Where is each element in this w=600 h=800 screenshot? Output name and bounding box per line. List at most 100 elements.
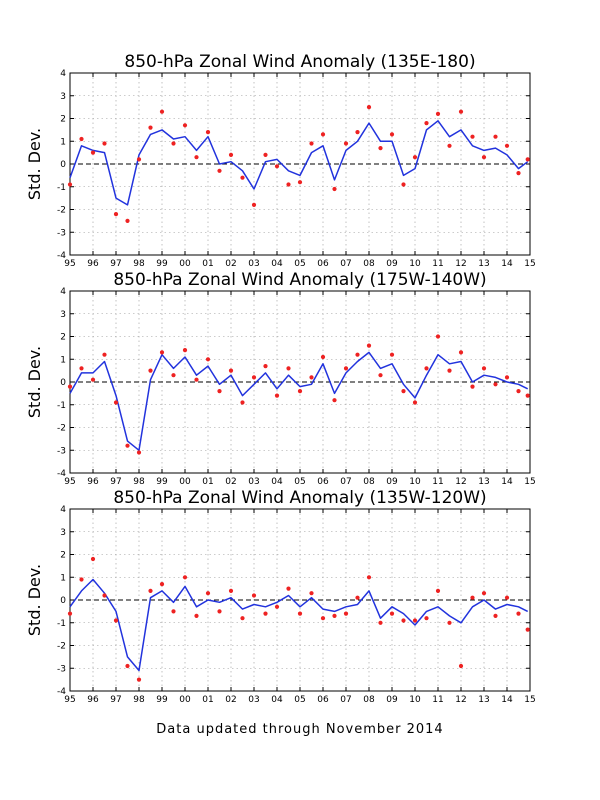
- x-tick-label: 15: [524, 259, 535, 269]
- x-tick-label: 03: [248, 477, 259, 487]
- x-tick-label: 15: [524, 477, 535, 487]
- x-tick-label: 08: [363, 695, 375, 705]
- chart-panel-3: 850-hPa Zonal Wind Anomaly (135W-120W) St…: [25, 488, 536, 705]
- x-tick-label: 97: [110, 695, 121, 705]
- x-tick-label: 06: [317, 259, 329, 269]
- ticks: 95 96 97 98 99 00 01 02 03 04 05 06 07 08 09 10 11 12 13 14…: [57, 505, 536, 705]
- data-point: [309, 375, 314, 380]
- data-point: [125, 218, 130, 223]
- data-point: [481, 155, 487, 160]
- x-tick-label: 96: [87, 259, 99, 269]
- data-point: [401, 389, 406, 394]
- data-point: [125, 443, 130, 448]
- y-tick-label: 4: [60, 505, 66, 515]
- data-point: [251, 593, 257, 598]
- data-point: [320, 354, 326, 360]
- data-point: [251, 375, 257, 380]
- data-point: [525, 627, 530, 632]
- data-point: [205, 130, 211, 135]
- data-point: [286, 366, 291, 371]
- data-point: [481, 591, 487, 596]
- x-tick-label: 09: [386, 259, 398, 269]
- x-tick-label: 95: [64, 695, 75, 705]
- x-tick-label: 07: [340, 695, 351, 705]
- data-point: [458, 663, 464, 669]
- x-tick-label: 12: [455, 259, 466, 269]
- data-point: [205, 591, 211, 596]
- data-point: [389, 611, 395, 616]
- y-tick-label: -1: [57, 401, 66, 411]
- data-point: [470, 134, 475, 139]
- y-tick-label: 4: [60, 287, 66, 297]
- series-points: [67, 105, 530, 223]
- data-point: [217, 168, 222, 173]
- y-tick-label: 0: [60, 378, 66, 388]
- data-point: [401, 182, 406, 187]
- x-tick-label: 13: [478, 259, 489, 269]
- y-tick-label: 0: [60, 160, 66, 170]
- x-tick-label: 01: [202, 477, 213, 487]
- data-point: [332, 186, 337, 192]
- x-tick-label: 08: [363, 259, 375, 269]
- data-point: [525, 157, 530, 162]
- x-tick-label: 05: [294, 259, 305, 269]
- y-tick-label: -3: [57, 664, 66, 674]
- data-point: [240, 616, 245, 621]
- data-point: [516, 389, 521, 394]
- data-point: [424, 366, 429, 371]
- x-tick-label: 96: [87, 477, 99, 487]
- data-point: [67, 384, 73, 389]
- y-tick-label: -2: [57, 424, 66, 434]
- data-point: [366, 343, 372, 348]
- data-point: [309, 141, 314, 146]
- data-point: [251, 202, 257, 207]
- data-point: [240, 400, 245, 405]
- y-tick-label: -3: [57, 228, 66, 238]
- data-point: [297, 180, 303, 185]
- data-point: [355, 352, 360, 357]
- data-point: [217, 389, 222, 394]
- data-point: [378, 146, 383, 151]
- data-point: [516, 171, 521, 176]
- data-point: [274, 393, 280, 398]
- x-tick-label: 12: [455, 695, 466, 705]
- data-point: [286, 586, 291, 591]
- data-point: [355, 595, 360, 600]
- data-point: [424, 616, 429, 621]
- data-point: [148, 125, 153, 130]
- chart-title: 850-hPa Zonal Wind Anomaly (135E-180): [124, 52, 475, 72]
- data-point: [228, 368, 234, 373]
- data-point: [113, 212, 119, 217]
- x-tick-label: 97: [110, 259, 121, 269]
- data-point: [171, 141, 176, 146]
- ticks: 95 96 97 98 99 00 01 02 03 04 05 06 07 08 09 10 11 12 13 14…: [57, 69, 536, 269]
- x-tick-label: 95: [64, 259, 75, 269]
- y-tick-label: 0: [60, 596, 66, 606]
- data-point: [504, 143, 510, 148]
- chart-title: 850-hPa Zonal Wind Anomaly (175W-140W): [113, 270, 486, 290]
- data-point: [228, 588, 234, 594]
- chart-title: 850-hPa Zonal Wind Anomaly (135W-120W): [113, 488, 486, 508]
- data-point: [171, 373, 176, 378]
- x-tick-label: 99: [156, 259, 168, 269]
- x-tick-label: 02: [225, 695, 236, 705]
- series-points: [67, 334, 530, 455]
- data-point: [113, 400, 119, 405]
- x-tick-label: 14: [501, 695, 513, 705]
- x-tick-label: 11: [432, 259, 443, 269]
- data-point: [136, 157, 142, 162]
- x-tick-label: 99: [156, 695, 168, 705]
- data-point: [366, 575, 372, 580]
- data-point: [113, 618, 119, 623]
- data-point: [470, 595, 475, 600]
- chart-panel-1: 850-hPa Zonal Wind Anomaly (135E-180) Std…: [25, 52, 536, 269]
- y-tick-label: -4: [57, 687, 66, 697]
- y-tick-label: -4: [57, 469, 66, 479]
- y-axis-label: Std. Dev.: [25, 346, 44, 418]
- data-point: [389, 132, 395, 137]
- data-point: [159, 582, 165, 587]
- data-point: [343, 611, 349, 616]
- x-tick-label: 08: [363, 477, 375, 487]
- data-point: [274, 604, 280, 609]
